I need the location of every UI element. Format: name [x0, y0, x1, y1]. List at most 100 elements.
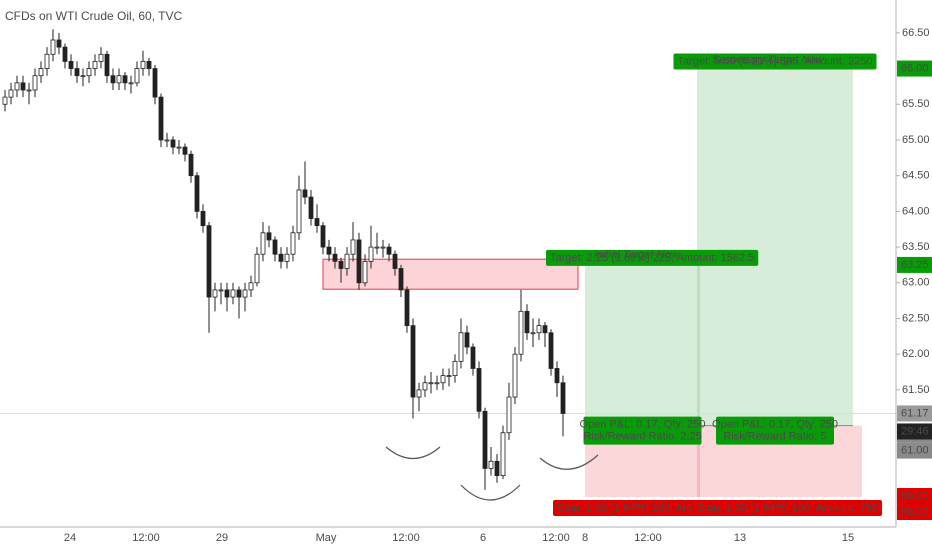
candle-body — [80, 75, 86, 78]
candle-body — [314, 218, 320, 227]
chart-title: CFDs on WTI Crude Oil, 60, TVC — [5, 9, 182, 23]
annotation: Secondary Target Now — [712, 54, 825, 66]
x-tick-label: 24 — [64, 532, 76, 544]
candle-body — [92, 61, 98, 69]
candle-body — [488, 460, 494, 469]
candle-body — [452, 360, 458, 377]
label-box — [546, 249, 759, 266]
candle-body — [428, 382, 434, 385]
candle-body — [362, 260, 368, 284]
candle-body — [548, 332, 554, 369]
candle-body — [338, 260, 344, 269]
candle-body — [464, 332, 470, 348]
candle-body — [440, 375, 446, 384]
candle-body — [380, 246, 386, 249]
candle-body — [134, 68, 140, 84]
candle-body — [116, 75, 122, 84]
candle-body — [2, 96, 8, 105]
price-badge-text: 66.00 — [901, 62, 929, 74]
candle-body — [176, 146, 182, 149]
candle-body — [446, 375, 452, 378]
y-tick-label: 65.50 — [902, 98, 930, 110]
candle-body — [476, 368, 482, 412]
price-badge-text: 61.17 — [901, 407, 929, 419]
candle-body — [248, 282, 254, 291]
price-badge-text: 63.25 — [901, 259, 929, 271]
candle-body — [506, 396, 512, 434]
profit-zone — [697, 68, 853, 426]
label-text: Target: 2.25 (3.69%) 225, Amount: 1562.5 — [550, 252, 754, 264]
label-box — [693, 500, 883, 517]
candle-body — [254, 253, 260, 284]
price-badge — [897, 256, 932, 273]
candle-body — [500, 432, 506, 476]
candle-body — [350, 239, 356, 255]
y-tick-label: 65.00 — [902, 134, 930, 146]
candle-body — [344, 253, 350, 269]
shoulder-arc — [385, 446, 441, 459]
candle-body — [50, 39, 56, 55]
candle-body — [218, 289, 224, 292]
candle-body — [512, 353, 518, 398]
candle-body — [242, 289, 248, 298]
candle-body — [74, 68, 80, 77]
price-badge-text: 60.00 — [901, 506, 929, 518]
candle-body — [194, 175, 200, 212]
candle-body — [206, 225, 212, 298]
candle-body — [542, 325, 548, 334]
candle-body — [230, 289, 236, 298]
label-text: Stop: 1.00 (1.64%) 100, Amount: 750 — [697, 502, 878, 514]
head-arc — [460, 484, 521, 501]
candle-body — [44, 53, 50, 69]
candle-body — [482, 410, 488, 469]
x-tick-label: 12:00 — [392, 532, 420, 544]
y-tick-label: 64.50 — [902, 170, 930, 182]
candle-body — [32, 75, 38, 91]
candle-body — [290, 232, 296, 255]
candle-body — [158, 96, 164, 141]
label-text: Open P&L: 0.17, Qty: 250 — [712, 419, 838, 431]
candle-body — [164, 139, 170, 142]
label-text: Risk/Reward Ratio: 5 — [723, 431, 826, 443]
y-tick-label: 61.50 — [902, 384, 930, 396]
candle-body — [182, 146, 188, 155]
candle-body — [56, 39, 62, 48]
candle-body — [86, 68, 92, 77]
profit-zone — [585, 264, 700, 426]
candle-body — [236, 289, 242, 298]
label-text: Risk/Reward Ratio: 2.25 — [583, 431, 702, 443]
price-badge — [897, 488, 932, 505]
candle-body — [374, 246, 380, 249]
label-text: Open P&L: 0.17, Qty: 250 — [580, 419, 706, 431]
price-badge — [897, 405, 932, 422]
candle-body — [398, 268, 404, 291]
candle-body — [494, 460, 500, 476]
candle-body — [332, 253, 338, 262]
candle-body — [470, 346, 476, 369]
candle-body — [8, 89, 14, 98]
price-badge — [897, 442, 932, 459]
candle-body — [98, 53, 104, 62]
candle-body — [518, 310, 524, 355]
candle-body — [110, 75, 116, 84]
candle-body — [554, 368, 560, 384]
candle-body — [560, 382, 566, 414]
candle-body — [152, 68, 158, 98]
candle-body — [266, 232, 272, 241]
y-tick-label: 63.50 — [902, 241, 930, 253]
price-badge — [897, 504, 932, 521]
x-tick-label: 12:00 — [132, 532, 160, 544]
candle-body — [524, 310, 530, 334]
candle-body — [170, 139, 176, 148]
candle-body — [284, 253, 290, 262]
label-box — [716, 416, 834, 445]
shoulder-arc — [539, 454, 599, 470]
x-tick-label: 12:00 — [634, 532, 662, 544]
candle-body — [386, 246, 392, 255]
candle-body — [122, 75, 128, 84]
label-text: Target: 5.00 (8.20%) 500, Amount: 2250 — [677, 55, 872, 67]
candle-body — [146, 61, 152, 69]
candle-body — [278, 253, 284, 262]
y-tick-label: 63.00 — [902, 277, 930, 289]
